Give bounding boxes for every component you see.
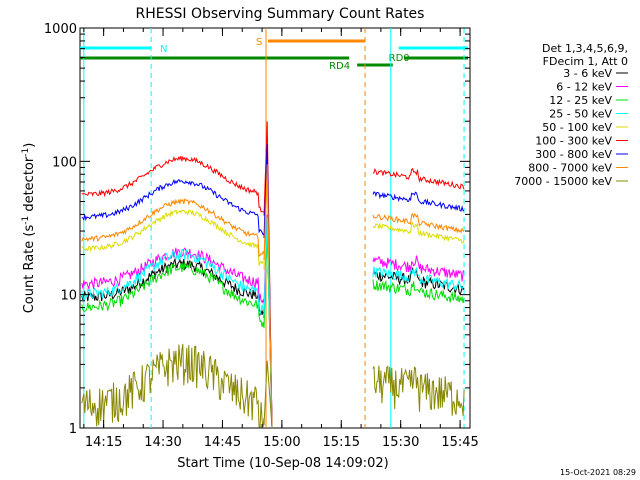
legend-entry-label: 800 - 7000 keV [528,162,612,175]
series-line [81,155,265,213]
series-line [81,247,265,304]
legend-entry-label: 100 - 300 keV [535,135,612,148]
y-tick-label: 10 [60,289,77,304]
markers-layer [83,28,465,428]
legend-entry-label: 3 - 6 keV [563,67,612,80]
flags-layer: N S RD0 RD4 [80,37,469,72]
series-line-after-gap [372,255,465,282]
footer-timestamp: 15-Oct-2021 08:29 [560,468,636,477]
flag-label-rd0: RD0 [389,53,410,64]
y-tick-label: 1 [69,422,77,437]
series-line [81,248,265,316]
series-line-after-gap [372,167,465,190]
series-line-after-gap [372,221,465,244]
y-axis-label-sup2: -1 [21,148,31,157]
series-line-after-gap [372,266,465,291]
y-axis-label-part2: detector [22,156,37,216]
x-axis-label: Start Time (10-Sep-08 14:09:02) [177,456,388,471]
flag-label-rd4: RD4 [329,61,350,72]
series-line [81,261,265,329]
y-tick-label: 1000 [44,22,77,37]
series-line [81,209,265,266]
x-tick-label: 15:00 [263,435,300,450]
x-tick-label: 14:30 [144,435,181,450]
legend-entry-label: 7000 - 15000 keV [514,175,612,188]
series-spike [263,360,273,427]
plot-frame [79,27,471,429]
series-line [81,257,265,316]
series-line-after-gap [372,365,465,416]
legend-header: Det 1,3,4,5,6,9, [542,42,628,55]
x-tick-label: 15:15 [323,435,360,450]
chart-title: RHESSI Observing Summary Count Rates [136,6,425,22]
legend-entry-label: 50 - 100 keV [542,121,612,134]
x-tick-label: 15:45 [441,435,478,450]
series-line-after-gap [372,191,465,212]
legend-header: FDecim 1, Att 0 [543,55,628,68]
legend-entry-label: 25 - 50 keV [549,108,612,121]
y-tick-label: 100 [52,155,77,170]
legend-entry-label: 6 - 12 keV [556,81,612,94]
series-line [81,178,265,236]
series-line [81,198,265,258]
flag-label-n: N [160,44,167,55]
series-layer [81,121,465,428]
legend-entry-label: 12 - 25 keV [549,94,612,107]
axes-layer: 14:15 14:30 14:45 15:00 15:15 15:30 15:45 1 10 10… [44,22,479,450]
legend-entry-label: 300 - 800 keV [535,148,612,161]
legend-layer: Det 1,3,4,5,6,9,FDecim 1, Att 03 - 6 keV… [514,42,628,188]
x-tick-label: 15:30 [382,435,419,450]
y-axis-label-part3: ) [22,143,37,148]
y-axis-label-part1: Count Rate (s [22,225,37,314]
y-axis-label-sup1: -1 [21,216,31,225]
series-line-after-gap [372,279,465,304]
y-axis-label: Count Rate (s-1 detector-1) [21,143,37,314]
flag-label-s: S [256,37,262,48]
series-line [81,343,265,428]
series-line-after-gap [372,212,465,234]
x-tick-label: 14:45 [204,435,241,450]
series-spike [263,164,273,427]
x-tick-label: 14:15 [85,435,122,450]
